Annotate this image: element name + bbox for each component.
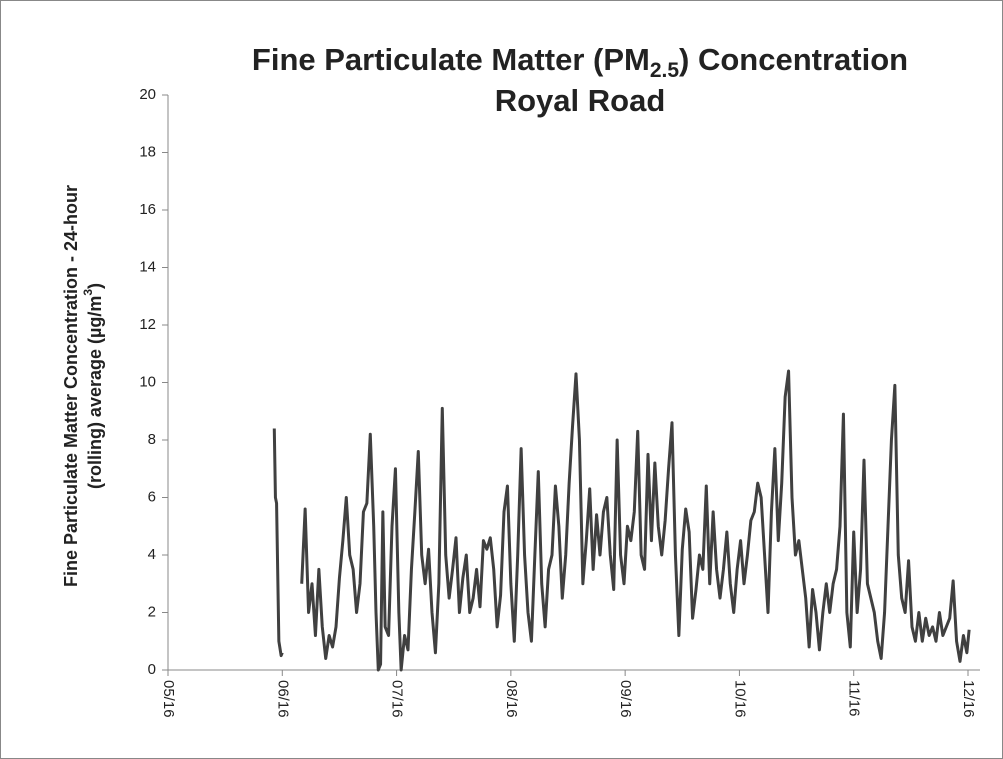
y-tick-label: 6 xyxy=(148,488,156,505)
y-tick-label: 16 xyxy=(139,201,156,218)
x-tick-label: 12/16 xyxy=(960,680,977,718)
y-tick-label: 10 xyxy=(139,373,156,390)
x-tick-label: 11/16 xyxy=(846,680,863,716)
y-tick-label: 18 xyxy=(139,143,156,160)
y-axis-label-line: Fine Particulate Matter Concentration - … xyxy=(61,185,81,587)
y-tick-label: 0 xyxy=(148,661,156,678)
x-tick-label: 08/16 xyxy=(503,680,520,718)
y-tick-label: 2 xyxy=(148,603,156,620)
y-tick-label: 12 xyxy=(139,316,156,333)
y-tick-label: 4 xyxy=(148,546,156,563)
x-tick-label: 05/16 xyxy=(160,680,177,718)
y-tick-label: 20 xyxy=(139,86,156,103)
y-tick-label: 14 xyxy=(139,258,156,275)
x-tick-label: 10/16 xyxy=(731,680,748,718)
y-tick-label: 8 xyxy=(148,431,156,448)
chart-title: Fine Particulate Matter (PM2.5) Concentr… xyxy=(252,42,908,81)
x-tick-label: 07/16 xyxy=(389,680,406,718)
chart-subtitle: Royal Road xyxy=(495,83,666,118)
y-axis-label: Fine Particulate Matter Concentration - … xyxy=(61,185,105,587)
y-axis-label-line: (rolling) average (µg/m3) xyxy=(81,283,105,489)
x-tick-label: 06/16 xyxy=(274,680,291,718)
x-tick-label: 09/16 xyxy=(617,680,634,718)
data-line xyxy=(272,369,971,672)
